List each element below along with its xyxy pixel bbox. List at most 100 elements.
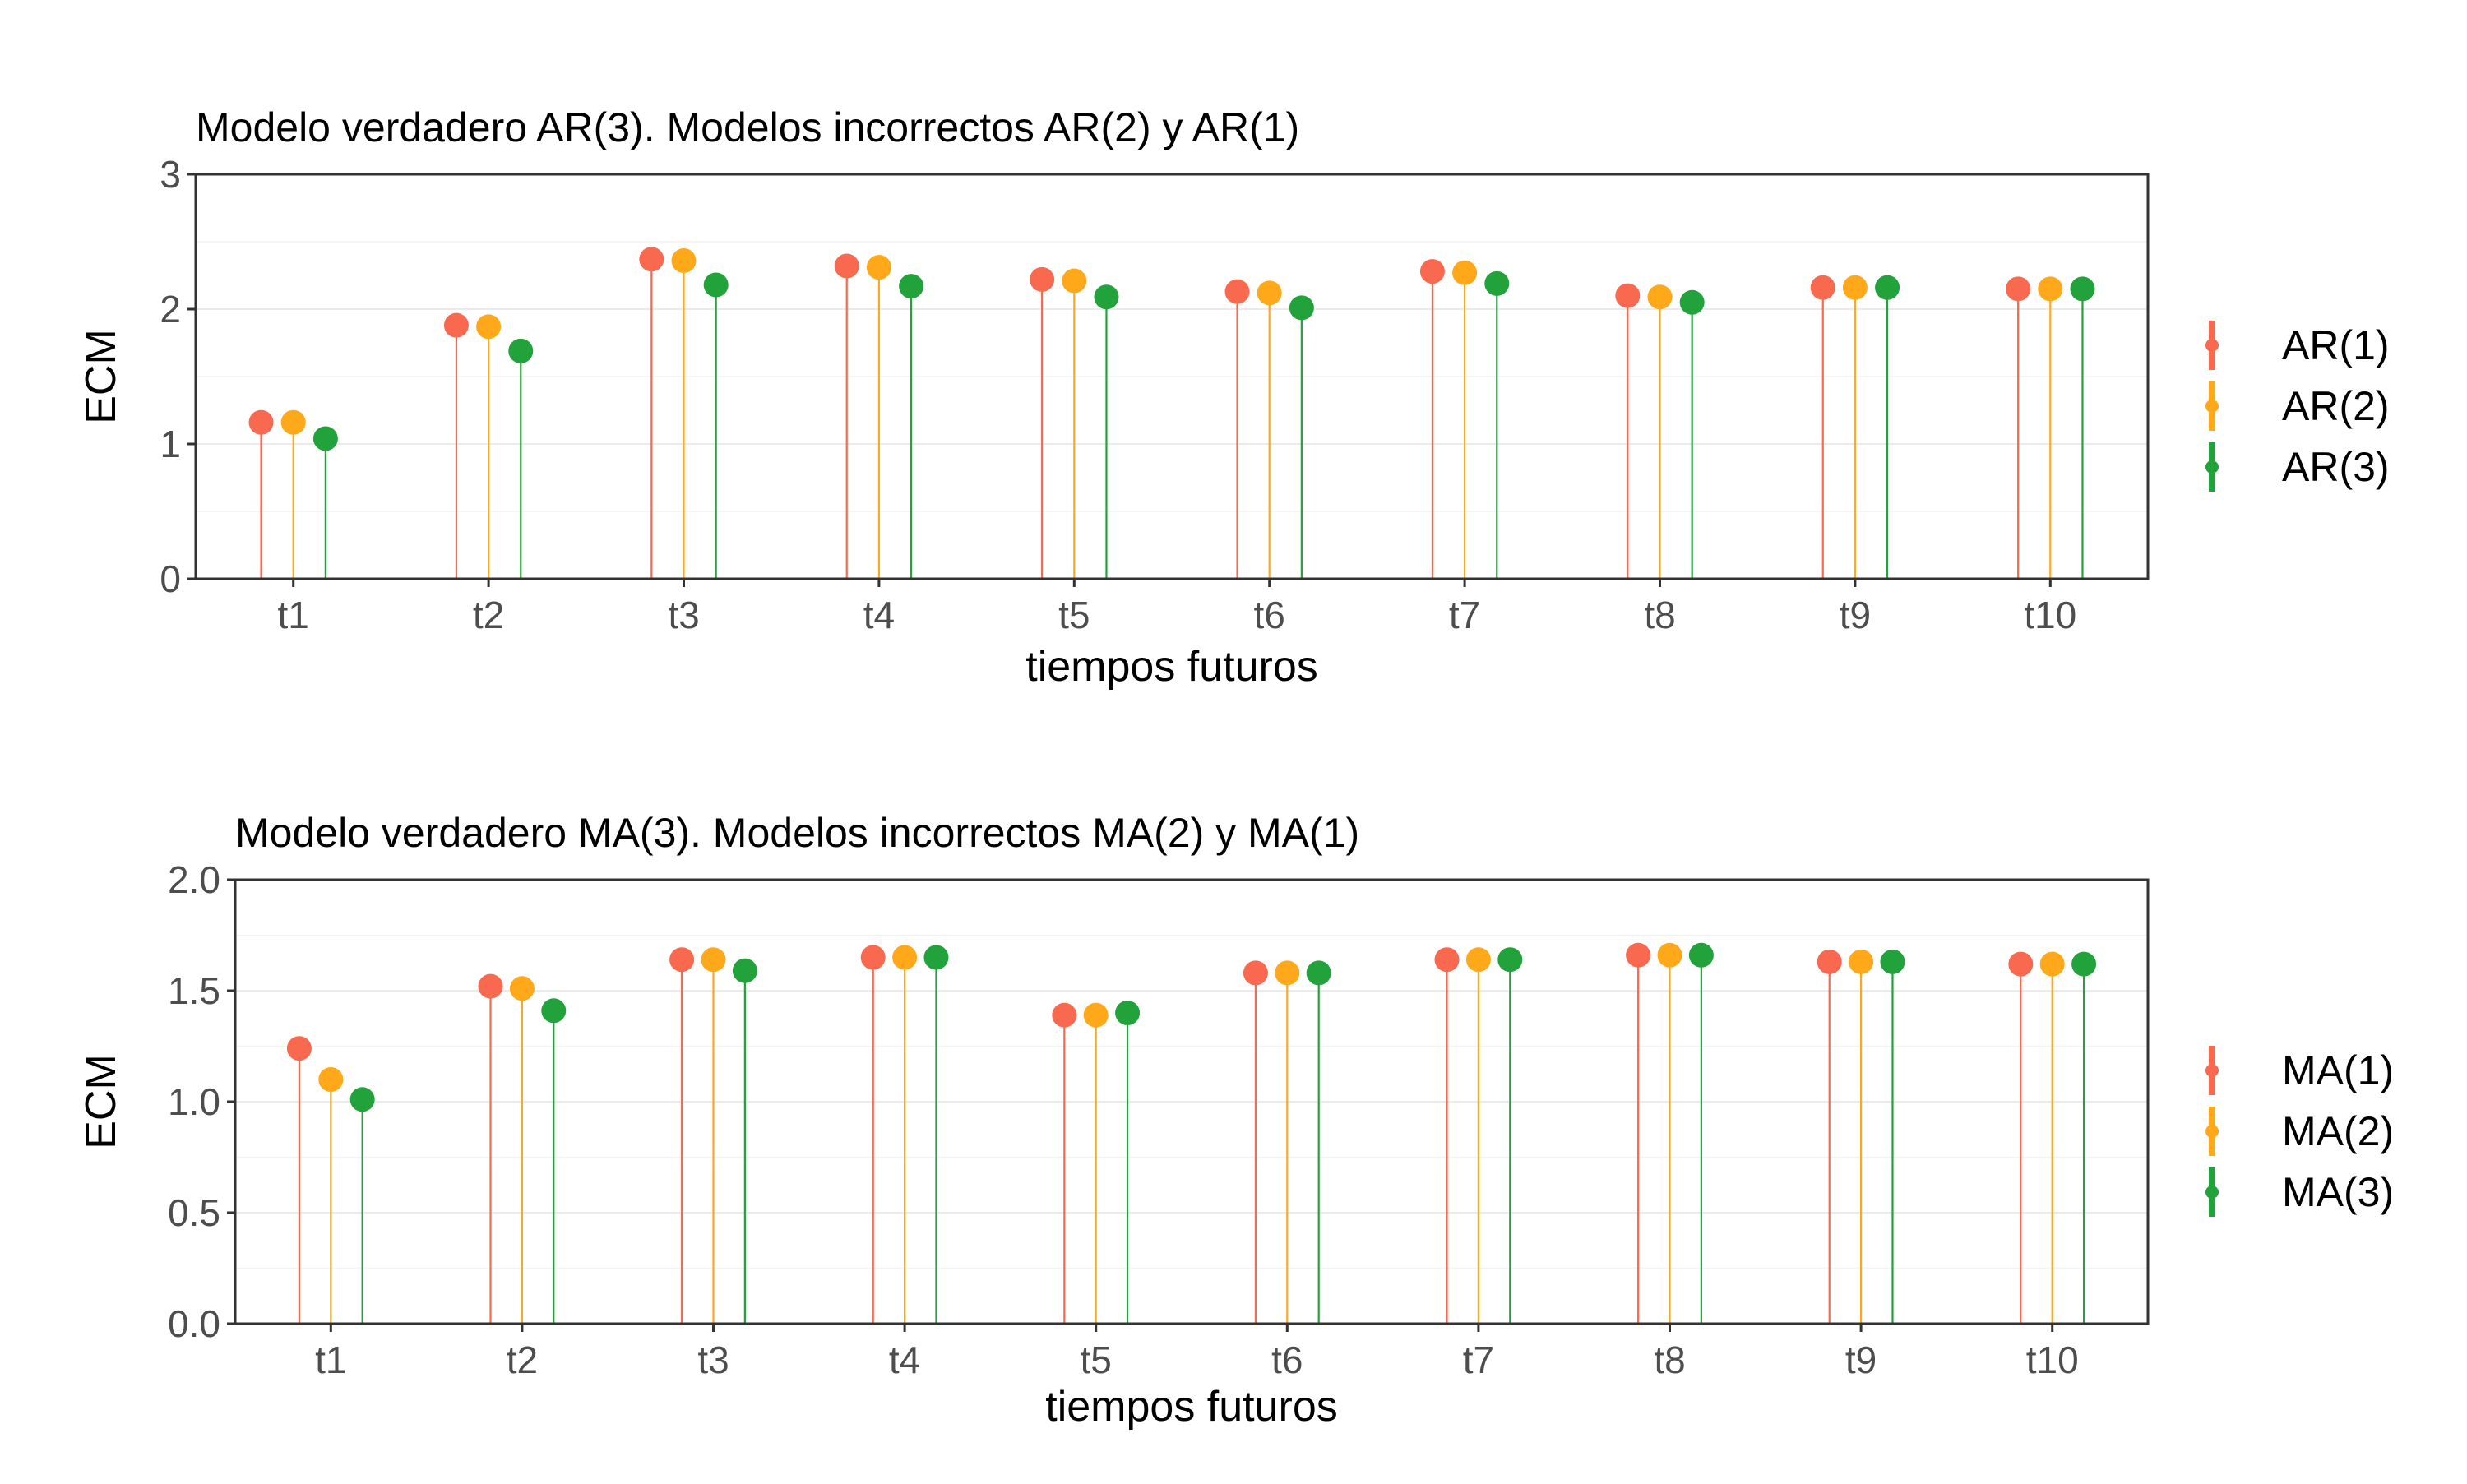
point-AR(3)-t9 xyxy=(1875,275,1900,300)
x-axis-label: tiempos futuros xyxy=(1025,643,1318,691)
x-tick-label: t5 xyxy=(1081,1338,1112,1381)
point-AR(3)-t6 xyxy=(1289,295,1314,321)
point-MA(1)-t9 xyxy=(1817,949,1842,974)
x-tick-label: t4 xyxy=(863,594,895,636)
point-MA(3)-t2 xyxy=(541,998,567,1024)
x-tick-label: t7 xyxy=(1449,594,1480,636)
point-AR(3)-t1 xyxy=(312,426,338,451)
legend-key-point xyxy=(2205,339,2219,352)
point-AR(1)-t6 xyxy=(1224,279,1250,304)
x-tick-label: t10 xyxy=(2024,594,2076,636)
x-tick-label: t9 xyxy=(1840,594,1871,636)
y-tick-label: 0.0 xyxy=(168,1302,220,1345)
x-tick-label: t4 xyxy=(889,1338,920,1381)
point-MA(2)-t1 xyxy=(318,1067,344,1092)
point-AR(1)-t4 xyxy=(834,253,859,279)
point-MA(3)-t1 xyxy=(349,1087,375,1112)
point-MA(2)-t8 xyxy=(1657,942,1682,968)
point-MA(1)-t8 xyxy=(1626,942,1651,968)
legend-key-point xyxy=(2205,400,2219,413)
point-AR(1)-t9 xyxy=(1810,275,1835,300)
point-AR(1)-t8 xyxy=(1615,283,1641,308)
legend: AR(1) AR(2) AR(3) xyxy=(2205,321,2390,492)
point-MA(2)-t5 xyxy=(1083,1002,1109,1028)
x-tick-label: t7 xyxy=(1463,1338,1494,1381)
x-tick-label: t8 xyxy=(1644,594,1675,636)
x-tick-label: t8 xyxy=(1654,1338,1685,1381)
x-tick-label: t5 xyxy=(1058,594,1090,636)
point-AR(2)-t7 xyxy=(1452,260,1478,285)
point-MA(3)-t7 xyxy=(1497,947,1523,973)
point-AR(2)-t8 xyxy=(1647,284,1673,310)
point-AR(3)-t7 xyxy=(1484,270,1510,296)
point-AR(1)-t7 xyxy=(1419,259,1445,284)
x-tick-label: t2 xyxy=(507,1338,538,1381)
point-MA(2)-t7 xyxy=(1465,947,1491,973)
point-MA(1)-t1 xyxy=(286,1036,312,1061)
legend-label: MA(3) xyxy=(2282,1169,2394,1215)
point-MA(1)-t7 xyxy=(1434,947,1460,973)
point-MA(2)-t6 xyxy=(1275,960,1300,986)
point-MA(1)-t10 xyxy=(2008,951,2034,977)
x-tick-label: t3 xyxy=(697,1338,729,1381)
point-MA(3)-t10 xyxy=(2071,951,2097,977)
point-MA(1)-t6 xyxy=(1243,960,1268,986)
x-tick-label: t10 xyxy=(2026,1338,2079,1381)
point-AR(3)-t10 xyxy=(2070,276,2095,302)
y-tick-label: 0.5 xyxy=(168,1191,220,1234)
x-tick-label: t9 xyxy=(1845,1338,1877,1381)
point-AR(3)-t5 xyxy=(1094,284,1119,310)
x-tick-label: t1 xyxy=(278,594,309,636)
y-tick-label: 0 xyxy=(160,557,181,600)
legend-label: MA(1) xyxy=(2282,1047,2394,1093)
point-MA(1)-t4 xyxy=(860,945,886,970)
legend-label: AR(1) xyxy=(2282,322,2390,368)
point-AR(1)-t1 xyxy=(248,409,274,435)
point-MA(1)-t2 xyxy=(478,973,503,999)
chart-title: Modelo verdadero MA(3). Modelos incorrec… xyxy=(235,810,1359,856)
point-MA(1)-t5 xyxy=(1052,1002,1077,1028)
point-AR(3)-t2 xyxy=(508,338,534,363)
point-AR(2)-t1 xyxy=(280,409,306,435)
x-tick-label: t6 xyxy=(1271,1338,1303,1381)
x-tick-label: t3 xyxy=(668,594,699,636)
point-MA(3)-t8 xyxy=(1688,942,1714,968)
point-AR(2)-t5 xyxy=(1062,268,1087,294)
point-AR(2)-t10 xyxy=(2038,276,2063,302)
chart-title: Modelo verdadero AR(3). Modelos incorrec… xyxy=(196,104,1299,150)
x-tick-label: t2 xyxy=(473,594,504,636)
point-MA(3)-t6 xyxy=(1306,960,1331,986)
point-MA(2)-t9 xyxy=(1849,949,1874,974)
chart-panel-1: 0 1 2 3 t1 t2 t3 t4 t5 t6 t7 t8 t9 t10 Modelo verdader… xyxy=(77,104,2390,691)
x-tick-label: t6 xyxy=(1254,594,1285,636)
point-AR(1)-t3 xyxy=(639,247,664,272)
y-tick-label: 1 xyxy=(160,423,181,465)
point-AR(3)-t4 xyxy=(899,274,924,299)
legend-key-point xyxy=(2205,1064,2219,1077)
x-tick-label: t1 xyxy=(315,1338,346,1381)
point-AR(2)-t4 xyxy=(866,255,891,280)
point-AR(3)-t8 xyxy=(1679,289,1705,315)
y-tick-label: 1.5 xyxy=(168,969,220,1012)
point-AR(3)-t3 xyxy=(703,272,729,298)
legend-label: AR(2) xyxy=(2282,383,2390,429)
point-AR(2)-t2 xyxy=(476,314,502,340)
y-tick-label: 3 xyxy=(160,153,181,196)
point-AR(1)-t10 xyxy=(2006,276,2031,302)
point-MA(1)-t3 xyxy=(669,947,695,973)
y-axis-label: ECM xyxy=(77,1054,125,1149)
point-AR(2)-t3 xyxy=(671,247,697,273)
legend: MA(1) MA(2) MA(3) xyxy=(2205,1046,2394,1217)
y-tick-label: 2.0 xyxy=(168,858,220,901)
chart-panel-2: 0.0 0.5 1.0 1.5 2.0 t1 t2 t3 t4 t5 t6 t7 t8 t9 t10 Mode… xyxy=(77,810,2394,1431)
point-MA(2)-t2 xyxy=(509,976,535,1001)
y-tick-label: 2 xyxy=(160,288,181,331)
legend-label: MA(2) xyxy=(2282,1108,2394,1154)
point-AR(2)-t6 xyxy=(1257,280,1282,306)
point-MA(2)-t3 xyxy=(701,947,726,973)
y-tick-label: 1.0 xyxy=(168,1080,220,1123)
point-AR(2)-t9 xyxy=(1842,275,1868,300)
point-MA(2)-t4 xyxy=(892,945,918,970)
point-MA(3)-t3 xyxy=(732,958,757,983)
